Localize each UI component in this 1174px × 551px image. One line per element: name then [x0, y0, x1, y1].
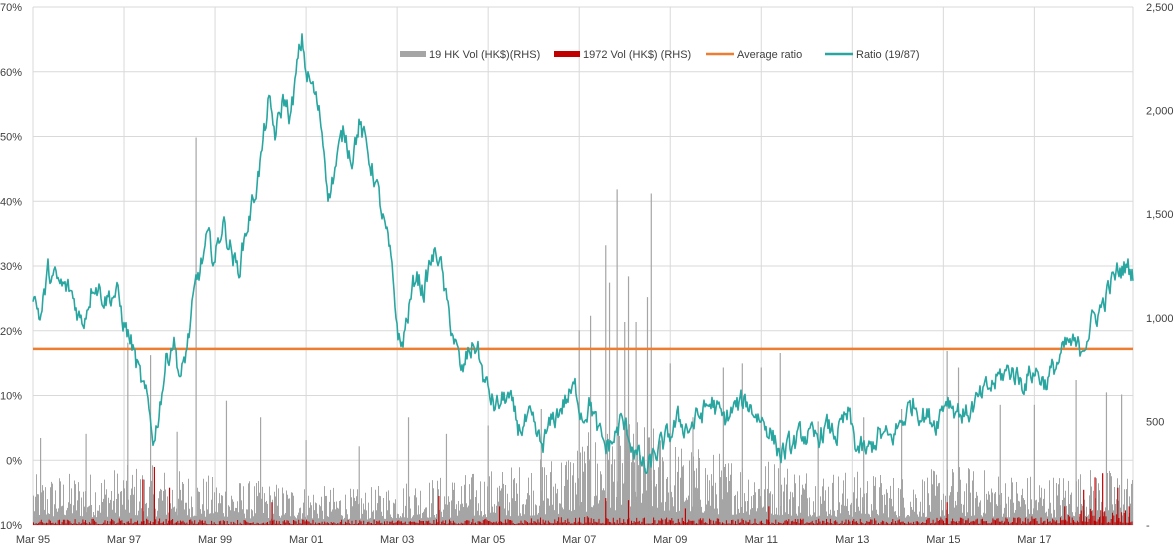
legend-label-19-hk-vol: 19 HK Vol (HK$)(RHS): [429, 49, 540, 61]
right-tick-label: 1,000: [1146, 313, 1174, 325]
x-axis-tick-labels: Mar 95 Mar 97 Mar 99 Mar 01 Mar 03 Mar 05 Mar …: [16, 534, 1052, 546]
left-tick-label: 30%: [0, 261, 22, 273]
right-tick-label: 500: [1146, 416, 1164, 428]
left-axis-tick-labels: -10% 0% 10% 20% 30% 40% 50% 60% 70%: [0, 2, 22, 532]
x-tick-label: Mar 03: [380, 534, 414, 546]
x-tick-label: Mar 95: [16, 534, 50, 546]
left-tick-label: 10%: [0, 391, 22, 403]
legend-label-ratio: Ratio (19/87): [856, 49, 920, 61]
legend-label-average-ratio: Average ratio: [737, 49, 802, 61]
x-tick-label: Mar 05: [471, 534, 505, 546]
legend: 19 HK Vol (HK$)(RHS) 1972 Vol (HK$) (RHS…: [400, 49, 920, 61]
line-series: [32, 33, 1134, 475]
legend-swatch-1972-vol: [554, 51, 580, 57]
series-1972-vol-bars: [33, 466, 1133, 525]
x-tick-label: Mar 15: [926, 534, 960, 546]
x-tick-label: Mar 17: [1017, 534, 1051, 546]
legend-swatch-19-hk-vol: [400, 51, 426, 57]
left-tick-label: 70%: [0, 2, 22, 14]
ratio-line: [32, 33, 1134, 475]
volume-bars-bars-gray: [33, 421, 1133, 525]
x-tick-label: Mar 01: [289, 534, 323, 546]
left-tick-label: 40%: [0, 196, 22, 208]
right-axis-tick-labels: - 500 1,000 1,500 2,000 2,500: [1146, 2, 1174, 532]
volume-bars-bars-red: [33, 508, 1133, 525]
x-tick-label: Mar 13: [835, 534, 869, 546]
right-tick-label: 2,000: [1146, 106, 1174, 118]
series-19-hk-vol-bars: [33, 137, 1133, 525]
left-tick-label: 20%: [0, 326, 22, 338]
x-tick-label: Mar 11: [745, 534, 778, 546]
x-tick-label: Mar 97: [107, 534, 141, 546]
left-tick-label: 50%: [0, 132, 22, 144]
x-tick-label: Mar 99: [198, 534, 232, 546]
left-tick-label: -10%: [0, 520, 22, 532]
right-tick-label: 1,500: [1146, 209, 1174, 221]
x-tick-label: Mar 07: [562, 534, 596, 546]
left-tick-label: 0%: [6, 455, 22, 467]
legend-label-1972-vol: 1972 Vol (HK$) (RHS): [583, 49, 691, 61]
left-tick-label: 60%: [0, 67, 22, 79]
x-tick-label: Mar 09: [653, 534, 687, 546]
right-tick-label: -: [1146, 520, 1150, 532]
right-tick-label: 2,500: [1146, 2, 1174, 14]
